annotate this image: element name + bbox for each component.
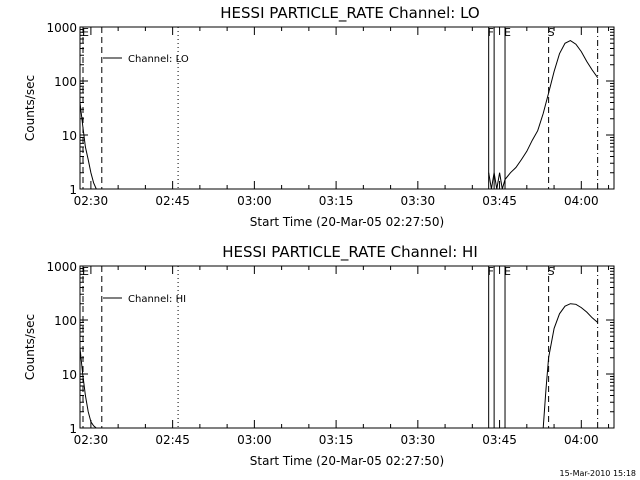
series-layer bbox=[79, 40, 599, 190]
x-axis-label: Start Time (20-Mar-05 02:27:50) bbox=[250, 215, 444, 229]
x-axis: 02:30 02:45 03:00 03:15 03:30 03:45 04:00 bbox=[74, 266, 610, 447]
x-axis: 02:30 02:45 03:00 03:15 03:30 03:45 04:00 bbox=[74, 27, 610, 208]
series-line bbox=[79, 102, 97, 190]
y-tick-label: 1 bbox=[69, 422, 77, 436]
x-tick-label: 02:45 bbox=[155, 433, 190, 447]
y-axis-label: Counts/sec bbox=[23, 314, 37, 380]
x-tick-label: 03:15 bbox=[319, 433, 354, 447]
marker-label: E bbox=[504, 26, 511, 39]
x-tick-label: 03:00 bbox=[237, 194, 272, 208]
x-tick-label: 02:30 bbox=[74, 194, 109, 208]
x-tick-label: 03:00 bbox=[237, 433, 272, 447]
series-line bbox=[79, 348, 97, 429]
marker-label: E bbox=[504, 265, 511, 278]
legend-label: Channel: LO bbox=[128, 54, 189, 65]
chart-title: HESSI PARTICLE_RATE Channel: LO bbox=[220, 4, 479, 23]
y-tick-label: 100 bbox=[54, 75, 77, 89]
marker-label: S bbox=[548, 265, 555, 278]
y-tick-label: 10 bbox=[62, 368, 77, 382]
x-tick-label: 03:15 bbox=[319, 194, 354, 208]
series-line bbox=[488, 40, 599, 190]
legend-label: Channel: HI bbox=[128, 294, 186, 305]
chart-title: HESSI PARTICLE_RATE Channel: HI bbox=[222, 243, 478, 262]
x-tick-label: 04:00 bbox=[564, 194, 599, 208]
y-tick-label: 1000 bbox=[46, 21, 77, 35]
series-layer bbox=[79, 303, 599, 429]
plot-frame bbox=[79, 26, 615, 190]
x-tick-label: 03:45 bbox=[482, 433, 517, 447]
x-axis-label: Start Time (20-Mar-05 02:27:50) bbox=[250, 454, 444, 468]
chart-panel-hi: HESSI PARTICLE_RATE Channel: HI Start Ti… bbox=[23, 243, 615, 468]
y-axis: 1 10 100 1000 bbox=[46, 21, 614, 197]
x-tick-label: 03:30 bbox=[401, 433, 436, 447]
x-tick-label: 02:30 bbox=[74, 433, 109, 447]
legend: Channel: HI bbox=[103, 294, 186, 305]
x-tick-label: 03:45 bbox=[482, 194, 517, 208]
marker-label: E bbox=[82, 26, 89, 39]
plot-frame bbox=[79, 265, 615, 429]
y-axis: 1 10 100 1000 bbox=[46, 260, 614, 436]
y-axis-label: Counts/sec bbox=[23, 75, 37, 141]
series-line bbox=[542, 303, 599, 429]
x-tick-label: 02:45 bbox=[155, 194, 190, 208]
marker-label: E bbox=[82, 265, 89, 278]
y-tick-label: 10 bbox=[62, 129, 77, 143]
x-tick-label: 03:30 bbox=[401, 194, 436, 208]
x-tick-label: 04:00 bbox=[564, 433, 599, 447]
marker-label: F bbox=[488, 26, 494, 39]
y-tick-label: 1000 bbox=[46, 260, 77, 274]
chart-panel-lo: HESSI PARTICLE_RATE Channel: LO Start Ti… bbox=[23, 4, 615, 229]
timestamp-footer: 15-Mar-2010 15:18 bbox=[560, 469, 637, 478]
legend: Channel: LO bbox=[103, 54, 189, 65]
y-tick-label: 1 bbox=[69, 183, 77, 197]
marker-label: F bbox=[488, 265, 494, 278]
y-tick-label: 100 bbox=[54, 314, 77, 328]
marker-label: S bbox=[548, 26, 555, 39]
